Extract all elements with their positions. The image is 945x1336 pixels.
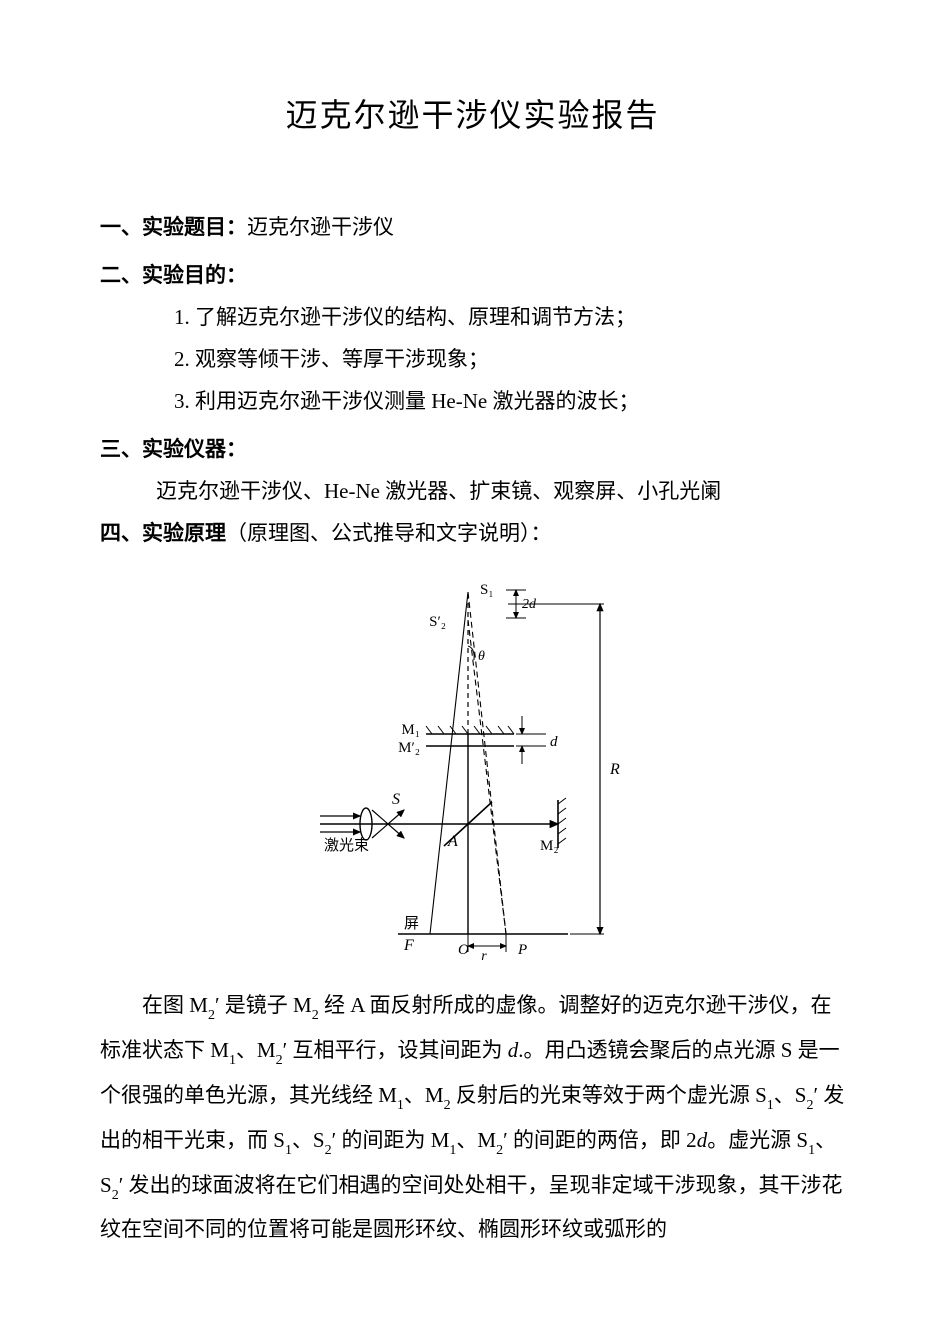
- label-r: r: [481, 949, 487, 964]
- label-m2: M₂: [540, 838, 559, 854]
- label-s: S: [392, 791, 400, 808]
- label-p: P: [517, 942, 527, 958]
- label-s1: S₁: [480, 582, 494, 598]
- doc-title: 迈克尔逊干涉仪实验报告: [100, 90, 845, 136]
- label-m1: M₁: [401, 722, 420, 738]
- label-screen: 屏: [404, 916, 419, 932]
- section-4: 四、实验原理（原理图、公式推导和文字说明）：: [100, 512, 845, 554]
- label-theta: θ: [478, 649, 485, 664]
- optics-diagram: S₁ S′₂ 2d θ: [308, 574, 638, 974]
- label-a: A: [447, 833, 458, 850]
- section-2-item-3: 3. 利用迈克尔逊干涉仪测量 He-Ne 激光器的波长；: [100, 380, 845, 422]
- label-s2p: S′₂: [429, 614, 446, 630]
- label-f: F: [403, 937, 414, 954]
- section-2-label: 二、实验目的：: [100, 254, 845, 296]
- section-4-suffix: （原理图、公式推导和文字说明）：: [226, 521, 552, 545]
- label-d: d: [550, 734, 558, 750]
- label-o: O: [458, 942, 469, 958]
- section-1: 一、实验题目：迈克尔逊干涉仪: [100, 206, 845, 248]
- section-3-text: 迈克尔逊干涉仪、He-Ne 激光器、扩束镜、观察屏、小孔光阑: [100, 470, 845, 512]
- section-1-text: 迈克尔逊干涉仪: [247, 215, 394, 239]
- label-big-r: R: [609, 761, 620, 778]
- label-laser: 激光束: [324, 837, 369, 854]
- label-m2p: M′₂: [398, 740, 420, 756]
- page: 迈克尔逊干涉仪实验报告 一、实验题目：迈克尔逊干涉仪 二、实验目的： 1. 了解…: [0, 0, 945, 1336]
- section-1-label: 一、实验题目：: [100, 215, 247, 239]
- section-3-label: 三、实验仪器：: [100, 428, 845, 470]
- diagram-container: S₁ S′₂ 2d θ: [100, 574, 845, 974]
- section-4-label: 四、实验原理: [100, 521, 226, 545]
- section-2-item-1: 1. 了解迈克尔逊干涉仪的结构、原理和调节方法；: [100, 296, 845, 338]
- section-2-item-2: 2. 观察等倾干涉、等厚干涉现象；: [100, 338, 845, 380]
- paragraph-principle: 在图 M2′ 是镜子 M2 经 A 面反射所成的虚像。调整好的迈克尔逊干涉仪，在…: [100, 984, 845, 1251]
